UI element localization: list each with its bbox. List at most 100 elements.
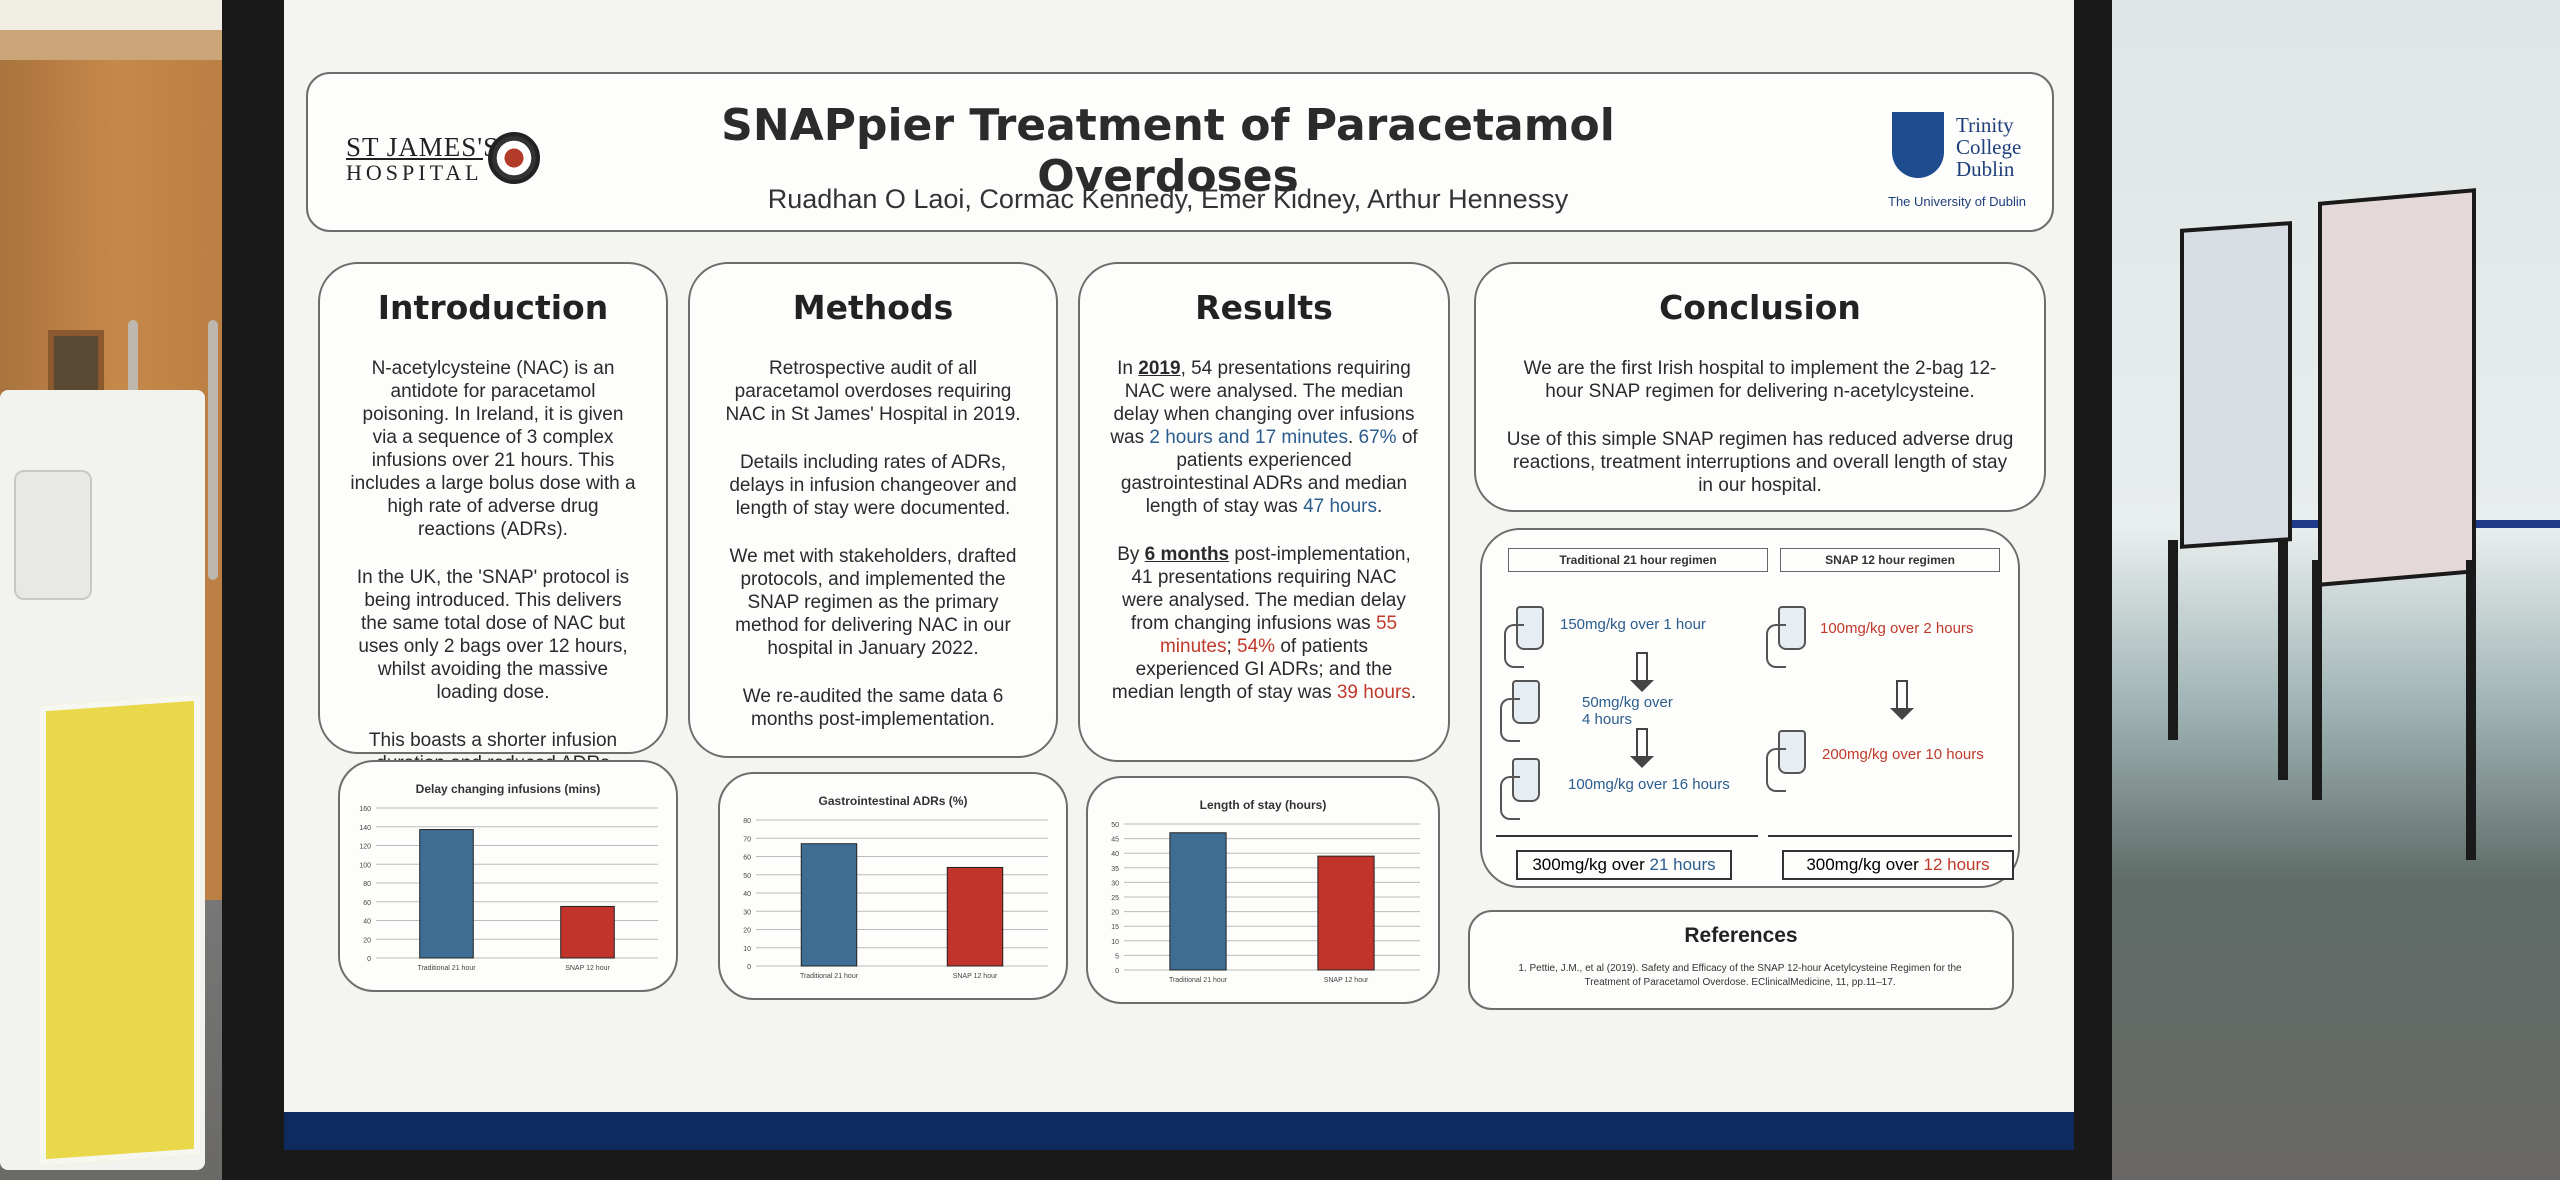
introduction-panel: Introduction N-acetylcysteine (NAC) is a… (318, 262, 668, 797)
regimen-comparison-panel: Traditional 21 hour regimen SNAP 12 hour… (1480, 528, 2020, 888)
y-tick-label: 10 (743, 946, 751, 953)
x-tick-label: Traditional 21 hour (800, 973, 859, 980)
sanitiser-dispenser (14, 470, 92, 600)
snap-total-dose: 300mg/kg over 12 hours (1782, 850, 2014, 880)
traditional-dose-2: 50mg/kg over 4 hours (1582, 694, 1673, 728)
chart-gi-adr: 0 10 20 30 40 50 60 70 80 Traditional 21 hour SNAP… (743, 818, 1048, 980)
methods-paragraph: Retrospective audit of all paracetamol o… (725, 358, 1021, 425)
results-panel: Results In 2019, 54 presentations requir… (1078, 262, 1450, 762)
y-tick-label: 60 (363, 900, 371, 907)
chart-length-of-stay-panel: Length of stay (hours) 0 5 10 15 20 25 30 35 40 4… (1086, 776, 1440, 1004)
trinity-subtitle: The University of Dublin (1888, 194, 2026, 209)
poster-stand (2168, 540, 2178, 740)
down-arrow-icon (1630, 652, 1654, 692)
results-heading: Results (1195, 288, 1333, 327)
y-tick-label: 50 (743, 873, 751, 880)
y-tick-label: 160 (359, 806, 371, 813)
poster-bottom-band (284, 1112, 2074, 1150)
chart-delay-panel: Delay changing infusions (mins) 0 20 40 60 8… (338, 760, 678, 992)
y-tick-label: 0 (1115, 968, 1119, 975)
traditional-dose-3: 100mg/kg over 16 hours (1568, 776, 1730, 793)
infusion-bag-icon (1504, 606, 1544, 668)
infusion-bag-icon (1766, 730, 1806, 792)
x-tick-label: SNAP 12 hour (953, 973, 998, 980)
x-tick-label: SNAP 12 hour (565, 965, 610, 972)
y-tick-label: 60 (743, 855, 751, 862)
y-tick-label: 25 (1111, 895, 1119, 902)
y-tick-label: 30 (743, 909, 751, 916)
infusion-bag-icon (1500, 758, 1540, 820)
down-arrow-icon (1630, 728, 1654, 768)
chart-title: Length of stay (hours) (1199, 798, 1327, 812)
references-panel: References 1. Pettie, J.M., et al (2019)… (1468, 910, 2014, 1010)
bar (560, 905, 615, 959)
y-tick-label: 10 (1111, 939, 1119, 946)
hospital-seal-icon (488, 132, 540, 184)
results-paragraph-2019: In 2019, 54 presentations requiring NAC … (1110, 358, 1418, 517)
infusion-bag-icon (1500, 680, 1540, 742)
y-tick-label: 45 (1111, 837, 1119, 844)
poster: ST JAMES'S HOSPITAL SNAPpier Treatment o… (284, 0, 2074, 1150)
y-tick-label: 20 (1111, 910, 1119, 917)
st-james-hospital-logo: ST JAMES'S HOSPITAL (346, 132, 500, 185)
title-bar: ST JAMES'S HOSPITAL SNAPpier Treatment o… (306, 72, 2054, 232)
conclusion-paragraph: We are the first Irish hospital to imple… (1523, 358, 1997, 402)
traditional-total-dose: 300mg/kg over 21 hours (1516, 850, 1732, 880)
traditional-dose-1: 150mg/kg over 1 hour (1560, 616, 1706, 633)
snap-regimen-heading: SNAP 12 hour regimen (1780, 548, 2000, 572)
conclusion-paragraph: Use of this simple SNAP regimen has redu… (1506, 429, 2014, 496)
snap-dose-2: 200mg/kg over 10 hours (1822, 746, 1984, 763)
door-handle (208, 320, 218, 580)
conclusion-panel: Conclusion We are the first Irish hospit… (1474, 262, 2046, 512)
y-tick-label: 0 (367, 956, 371, 963)
bar (1169, 832, 1227, 971)
divider (1768, 835, 2012, 837)
y-tick-label: 40 (363, 919, 371, 926)
results-paragraph-6-months: By 6 months post-implementation, 41 pres… (1111, 544, 1417, 703)
chart-delay: 0 20 40 60 80 100 120 140 160 Traditional 21 hour… (359, 806, 658, 972)
y-tick-label: 70 (743, 836, 751, 843)
x-tick-label: Traditional 21 hour (1169, 977, 1228, 984)
methods-paragraph: Details including rates of ADRs, delays … (729, 452, 1017, 519)
poster-stand (2466, 560, 2476, 860)
y-tick-label: 100 (359, 862, 371, 869)
background-poster (2180, 221, 2292, 549)
chart-title: Gastrointestinal ADRs (%) (818, 794, 968, 808)
y-tick-label: 120 (359, 844, 371, 851)
covid-sign (40, 694, 200, 1166)
methods-heading: Methods (792, 288, 954, 327)
y-tick-label: 50 (1111, 822, 1119, 829)
y-tick-label: 40 (743, 891, 751, 898)
y-tick-label: 80 (363, 881, 371, 888)
y-tick-label: 35 (1111, 866, 1119, 873)
introduction-heading: Introduction (377, 288, 609, 327)
chart-length-of-stay: 0 5 10 15 20 25 30 35 40 45 50 Traditional 21 hour S… (1111, 822, 1420, 984)
traditional-regimen-heading: Traditional 21 hour regimen (1508, 548, 1768, 572)
infusion-bag-icon (1766, 606, 1806, 668)
trinity-crest-icon (1892, 112, 1944, 178)
methods-panel: Methods Retrospective audit of all parac… (688, 262, 1058, 758)
poster-title: SNAPpier Treatment of Paracetamol Overdo… (721, 100, 1615, 202)
bar (1317, 855, 1375, 971)
trinity-college-logo: Trinity College Dublin (1956, 113, 2022, 181)
y-tick-label: 80 (743, 818, 751, 825)
bar (800, 843, 858, 967)
introduction-paragraph: In the UK, the 'SNAP' protocol is being … (356, 567, 630, 703)
down-arrow-icon (1890, 680, 1914, 720)
methods-paragraph: We re-audited the same data 6 months pos… (742, 686, 1004, 730)
snap-dose-1: 100mg/kg over 2 hours (1820, 620, 1974, 637)
reference-item: 1. Pettie, J.M., et al (2019). Safety an… (1518, 963, 1962, 988)
authors: Ruadhan O Laoi, Cormac Kennedy, Emer Kid… (767, 184, 1569, 214)
introduction-paragraph: N-acetylcysteine (NAC) is an antidote fo… (350, 358, 636, 540)
poster-stand (2312, 560, 2322, 800)
y-tick-label: 40 (1111, 851, 1119, 858)
y-tick-label: 15 (1111, 924, 1119, 931)
divider (1496, 835, 1758, 837)
references-heading: References (1684, 924, 1798, 947)
chart-title: Delay changing infusions (mins) (415, 782, 601, 796)
chart-gi-adr-panel: Gastrointestinal ADRs (%) 0 10 20 30 40 50 60 7… (718, 772, 1068, 1000)
background-poster (2318, 188, 2476, 587)
y-tick-label: 140 (359, 825, 371, 832)
methods-paragraph: We met with stakeholders, drafted protoc… (729, 546, 1017, 659)
conclusion-heading: Conclusion (1659, 288, 1861, 327)
